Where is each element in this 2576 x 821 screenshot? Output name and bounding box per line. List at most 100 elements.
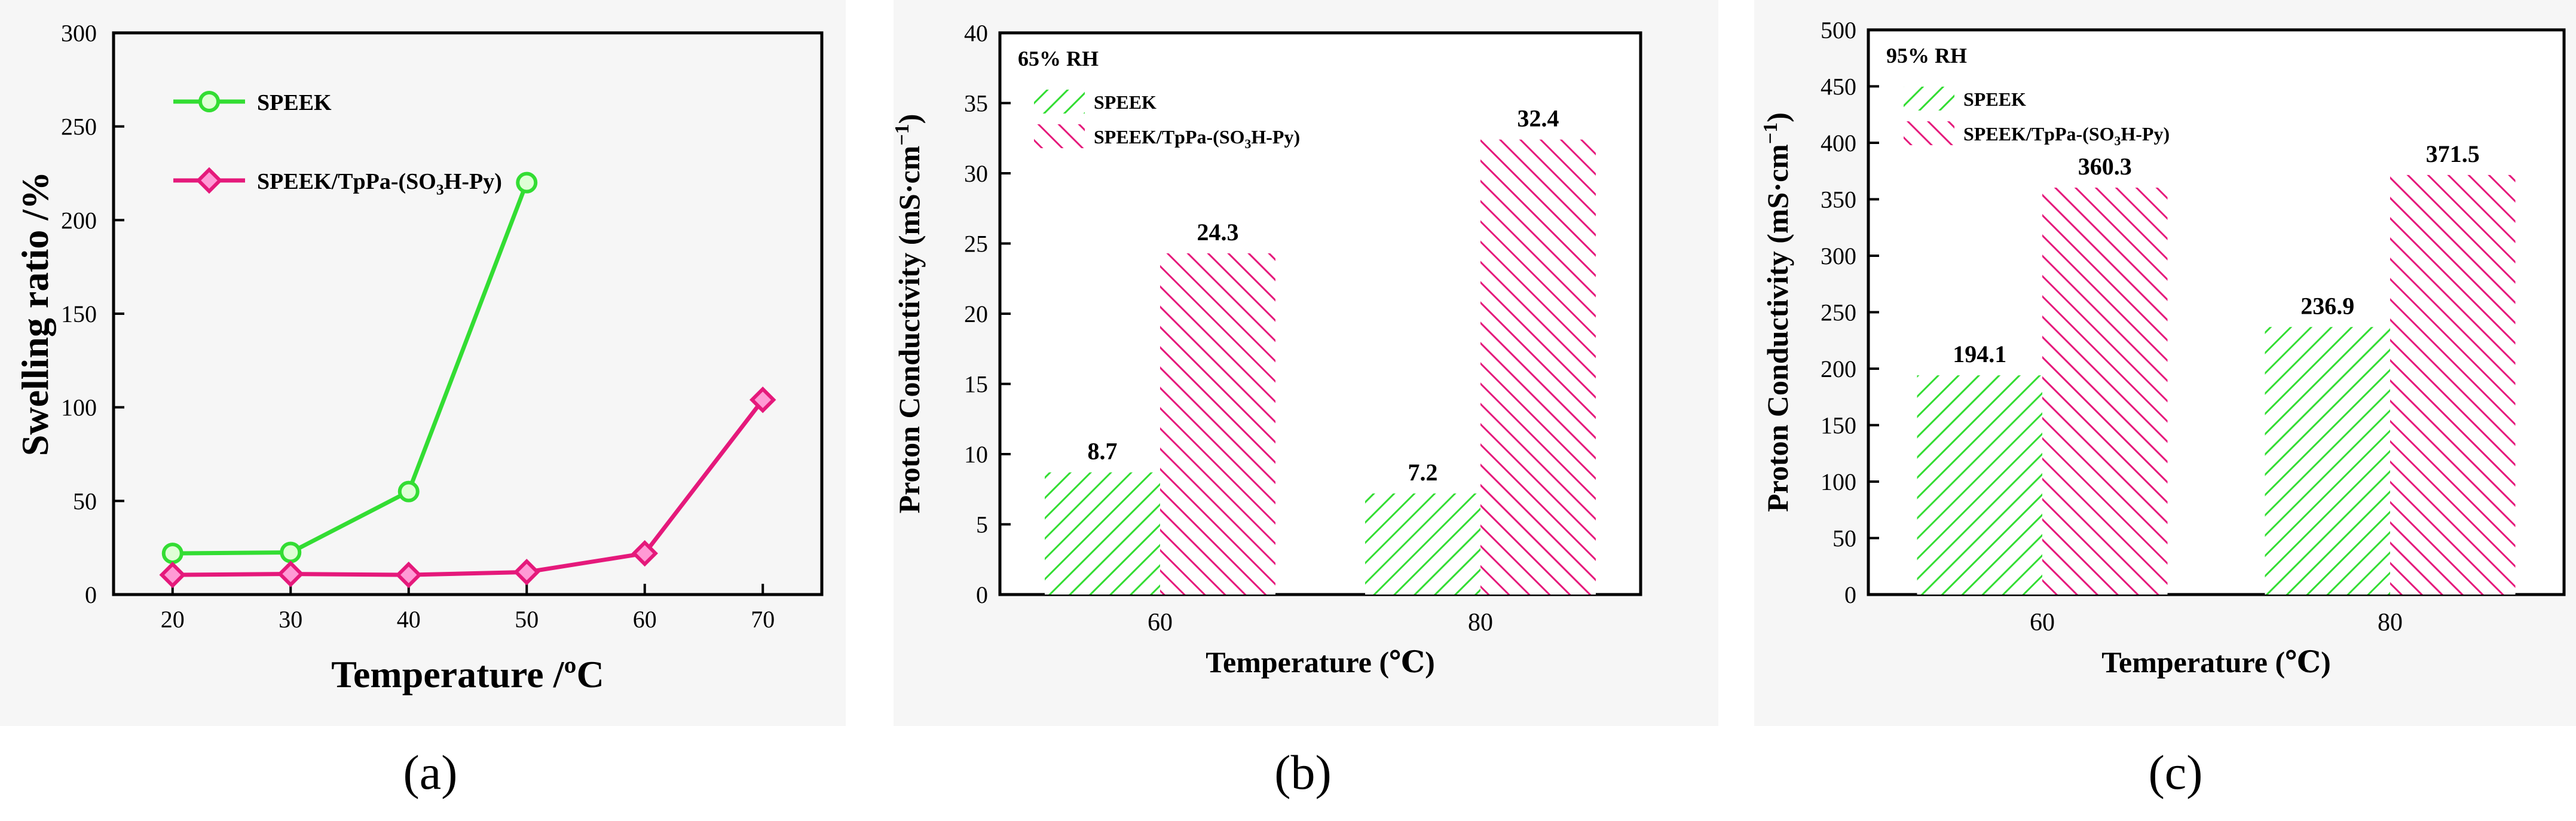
bar-data-label: 194.1 (1953, 341, 2006, 367)
x-tick-label: 60 (1148, 609, 1173, 636)
bar-speek-80 (2265, 327, 2390, 595)
x-tick-label: 80 (1468, 609, 1493, 636)
y-axis-title: Proton Conductivity (mS·cm−1) (1760, 112, 1794, 512)
panel-a-label: (a) (403, 745, 457, 799)
x-tick-label: 60 (2030, 609, 2055, 636)
bar-speek-80 (1365, 493, 1480, 595)
bar-data-label: 236.9 (2300, 292, 2354, 319)
legend-label-1: SPEEK (1963, 88, 2026, 110)
legend-swatch (1904, 121, 1954, 145)
y-tick-label: 35 (964, 90, 988, 117)
bar-data-label: 360.3 (2078, 153, 2132, 180)
y-axis-title: Swelling ratio /% (14, 171, 56, 456)
y-tick-label: 0 (1844, 581, 1856, 608)
bar-chart-65rh: 0 5 10 15 20 25 30 35 40 60 8.7 24.3 80 7.2 32.4 65% RH… (891, 20, 1642, 679)
x-tick-label: 50 (515, 606, 539, 633)
legend-label-2: SPEEK/TpPa-(SO3H-Py) (1094, 126, 1300, 151)
y-tick-label: 50 (1832, 525, 1856, 552)
series-line-2 (172, 399, 765, 577)
data-point (513, 559, 540, 586)
bar-data-label: 32.4 (1517, 105, 1559, 132)
bar-data-label: 7.2 (1408, 459, 1438, 486)
legend-label-2: SPEEK/TpPa-(SO3H-Py) (257, 169, 502, 198)
panel-c: 0 50 100 150 200 250 300 350 400 450 500 60 194.1 360… (1754, 0, 2576, 799)
y-axis-title-exponent: −1 (891, 124, 913, 145)
y-axis-title-exponent: −1 (1760, 122, 1782, 144)
y-tick-label: 300 (61, 20, 97, 47)
legend-text-part: SPEEK/TpPa-(SO (257, 169, 436, 194)
y-tick-label: 200 (61, 207, 97, 234)
bar-speek-tppa-60 (1160, 253, 1275, 595)
x-tick-label: 40 (397, 606, 421, 633)
y-tick-label: 250 (1821, 299, 1856, 326)
legend-swatch (1034, 90, 1085, 114)
data-point (631, 540, 658, 567)
bar-speek-tppa-60 (2042, 188, 2168, 595)
x-tick-label: 60 (633, 606, 657, 633)
legend-label-1: SPEEK (1094, 91, 1157, 113)
legend-text-subscript: 3 (2115, 134, 2121, 148)
data-point (397, 480, 420, 503)
series-line-1 (172, 182, 529, 556)
y-tick-label: 0 (85, 581, 97, 608)
x-tick-label: 80 (2378, 609, 2403, 636)
legend-text-subscript: 3 (436, 181, 444, 198)
bar-speek-tppa-80 (1480, 139, 1596, 595)
legend-swatch (1034, 124, 1085, 148)
legend-text-part: H-Py) (444, 169, 502, 194)
y-tick-label: 100 (1821, 468, 1856, 495)
bar-data-label: 8.7 (1088, 438, 1118, 465)
y-axis-title: Proton Conductivity (mS·cm−1) (891, 114, 926, 514)
x-tick-label: 70 (751, 606, 775, 633)
legend-label-1: SPEEK (257, 90, 332, 115)
x-axis-title: Temperature /ºC (331, 653, 604, 696)
y-tick-label: 10 (964, 441, 988, 468)
x-tick-label: 30 (279, 606, 302, 633)
data-point (277, 560, 304, 587)
y-tick-label: 40 (964, 20, 988, 47)
y-tick-label: 450 (1821, 73, 1856, 100)
x-axis-title: Temperature (℃) (2101, 645, 2330, 679)
y-tick-label: 150 (1821, 412, 1856, 439)
bar-data-label: 371.5 (2426, 140, 2480, 167)
condition-annotation: 65% RH (1018, 47, 1099, 71)
y-tick-label: 25 (964, 231, 988, 258)
panel-a-background (0, 0, 846, 726)
y-tick-label: 250 (61, 114, 97, 140)
y-tick-label: 20 (964, 301, 988, 327)
y-tick-label: 500 (1821, 17, 1856, 44)
y-axis-title-main: Proton Conductivity (mS·cm (892, 146, 926, 514)
y-tick-label: 150 (61, 301, 97, 327)
y-tick-label: 0 (976, 581, 988, 608)
legend-marker (195, 167, 223, 194)
line-chart-swelling: 0 50 100 150 200 250 300 20 30 40 50 60 70 SPEEK SPEEK… (14, 20, 824, 696)
panel-b-label: (b) (1274, 745, 1332, 799)
y-tick-label: 200 (1821, 356, 1856, 382)
y-axis-title-end: ) (892, 114, 926, 124)
y-tick-label: 400 (1821, 130, 1856, 157)
panel-a: 0 50 100 150 200 250 300 20 30 40 50 60 70 SPEEK SPEEK… (0, 0, 846, 799)
y-axis-title-end: ) (1761, 112, 1794, 122)
y-tick-label: 30 (964, 160, 988, 187)
legend-marker (198, 91, 220, 112)
panel-b: 0 5 10 15 20 25 30 35 40 60 8.7 24.3 80 7.2 32.4 65% RH… (891, 0, 1718, 799)
legend-text-part: H-Py) (1251, 126, 1300, 148)
bar-chart-95rh: 0 50 100 150 200 250 300 350 400 450 500 60 194.1 360… (1760, 17, 2566, 679)
data-point (280, 541, 302, 563)
y-tick-label: 100 (61, 394, 97, 421)
panel-c-label: (c) (2148, 745, 2202, 799)
y-tick-label: 15 (964, 371, 988, 398)
y-tick-label: 300 (1821, 243, 1856, 269)
legend-text-subscript: 3 (1245, 137, 1252, 151)
x-axis-title: Temperature (℃) (1206, 645, 1434, 679)
data-point (395, 561, 422, 589)
y-axis-title-main: Proton Conductivity (mS·cm (1761, 144, 1794, 512)
legend-text-part: SPEEK/TpPa-(SO (1963, 123, 2115, 145)
legend-text-part: SPEEK/TpPa-(SO (1094, 126, 1245, 148)
y-tick-label: 50 (73, 488, 97, 514)
x-tick-label: 20 (161, 606, 185, 633)
bar-data-label: 24.3 (1197, 219, 1238, 246)
legend-swatch (1904, 87, 1954, 111)
bar-speek-tppa-80 (2390, 174, 2516, 595)
bar-speek-60 (1045, 472, 1160, 595)
